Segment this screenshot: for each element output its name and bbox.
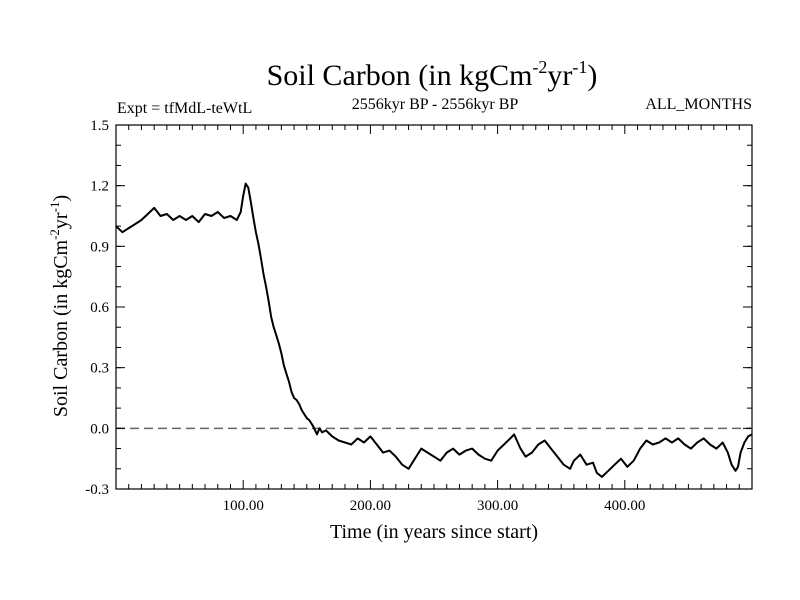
series-layer bbox=[115, 182, 753, 478]
x-tick-label: 200.00 bbox=[350, 498, 391, 514]
plot-frame bbox=[115, 124, 753, 490]
y-tick-label: 0.3 bbox=[90, 361, 109, 377]
season-label: ALL_MONTHS bbox=[645, 96, 752, 113]
x-tick-label: 100.00 bbox=[223, 498, 264, 514]
y-tick-label: 0.0 bbox=[90, 421, 109, 437]
chart-title: Soil Carbon (in kgCm-2yr-1) bbox=[267, 57, 598, 92]
y-tick-label: -0.3 bbox=[85, 482, 109, 498]
x-axis-label: Time (in years since start) bbox=[330, 521, 538, 543]
experiment-label: Expt = tfMdL-teWtL bbox=[117, 100, 252, 117]
y-tick-label: 0.6 bbox=[90, 300, 109, 316]
y-tick-label: 1.5 bbox=[90, 118, 109, 134]
x-tick-label: 300.00 bbox=[477, 498, 518, 514]
y-tick-label: 1.2 bbox=[90, 179, 109, 195]
series-line-soil-carbon bbox=[115, 182, 753, 478]
axis-ticks: -0.3 0.0 0.3 0.6 0.9 1.2 1.5 100.00 200.00 300.00… bbox=[85, 118, 752, 514]
y-axis-label: Soil Carbon (in kgCm-2yr-1) bbox=[47, 195, 72, 417]
y-tick-label: 0.9 bbox=[90, 239, 109, 255]
period-label: 2556kyr BP - 2556kyr BP bbox=[352, 96, 519, 113]
x-tick-label: 400.00 bbox=[604, 498, 645, 514]
